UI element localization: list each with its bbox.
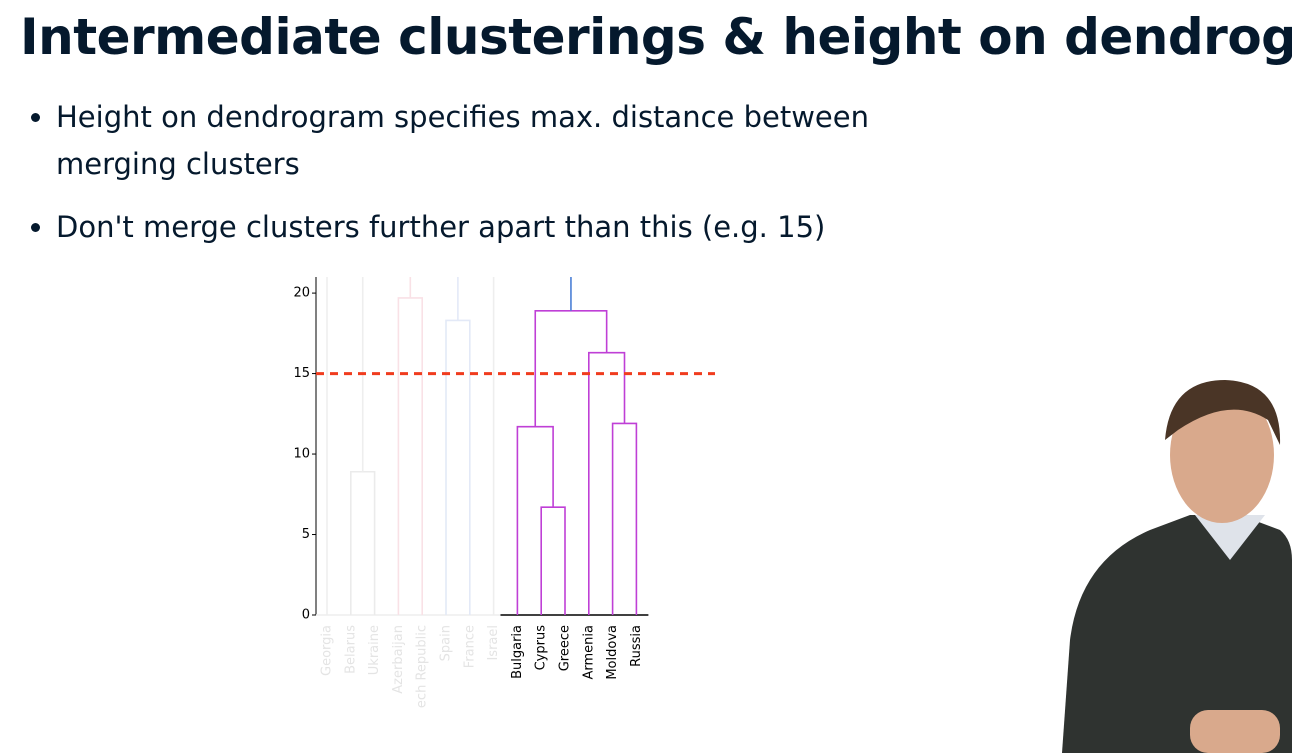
leaf-label: ech Republic xyxy=(415,625,430,708)
leaf-label: Russia xyxy=(629,625,644,667)
y-tick-label: 0 xyxy=(302,608,310,623)
leaf-label: Spain xyxy=(439,625,454,661)
dendrogram-link xyxy=(516,425,554,615)
dendrogram-link xyxy=(540,506,566,615)
y-tick-label: 5 xyxy=(302,527,310,542)
dendrogram-link xyxy=(588,351,626,615)
leaf-label: Greece xyxy=(558,625,573,671)
bullet: Height on dendrogram specifies max. dist… xyxy=(56,94,916,188)
leaf-label: Azerbaijan xyxy=(391,625,406,694)
dendrogram-link xyxy=(350,470,376,615)
leaf-label: France xyxy=(462,625,477,668)
dendrogram-link xyxy=(534,310,608,427)
leaf-label: Georgia xyxy=(320,625,335,676)
dendrogram-link xyxy=(397,297,423,615)
slide-title: Intermediate clusterings & height on den… xyxy=(20,8,1292,66)
leaf-label: Bulgaria xyxy=(510,625,525,679)
leaf-label: Armenia xyxy=(581,625,596,680)
y-tick-label: 10 xyxy=(293,447,310,462)
bullet-list: Height on dendrogram specifies max. dist… xyxy=(26,94,916,267)
dendrogram-link xyxy=(445,319,471,615)
bullet: Don't merge clusters further apart than … xyxy=(56,204,916,251)
leaf-label: Cyprus xyxy=(534,625,549,671)
leaf-label: Moldova xyxy=(605,625,620,680)
dendrogram-link xyxy=(611,422,638,615)
y-tick-label: 20 xyxy=(293,286,310,301)
leaf-label: Belarus xyxy=(343,625,358,674)
leaf-label: Ukraine xyxy=(367,625,382,675)
presenter xyxy=(1062,380,1292,753)
leaf-label: Israel xyxy=(486,625,501,661)
y-tick-label: 15 xyxy=(293,366,310,381)
